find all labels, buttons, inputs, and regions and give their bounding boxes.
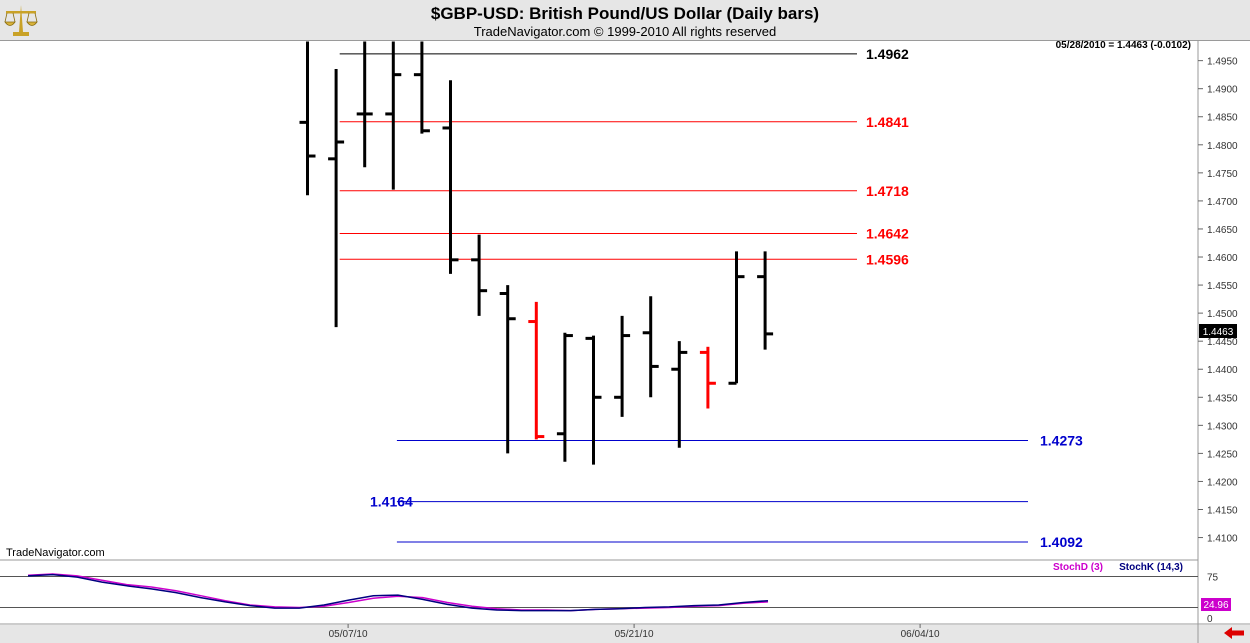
- stoch-value-badge: [1201, 598, 1231, 611]
- y-tick-label: 1.4800: [1207, 141, 1238, 152]
- level-label: 1.4596: [866, 251, 909, 267]
- x-tick-label: 05/07/10: [329, 629, 368, 640]
- support-resistance-levels: 1.4962 1.4841 1.4718 1.4642 1.4596 1.4273 1.41…: [339, 46, 1083, 550]
- y-tick-label: 1.4950: [1207, 57, 1238, 68]
- y-tick-label: 1.4400: [1207, 365, 1238, 376]
- last-price-label: 1.4463: [1203, 327, 1234, 338]
- chart-header: $GBP-USD: British Pound/US Dollar (Daily…: [0, 0, 1250, 41]
- stochastic-panel: 75 0: [0, 573, 1219, 625]
- stoch-tick-label: 0: [1207, 614, 1213, 625]
- y-tick-label: 1.4100: [1207, 534, 1238, 545]
- copyright-subtitle: TradeNavigator.com © 1999-2010 All right…: [473, 24, 777, 39]
- level-label: 1.4841: [866, 114, 909, 130]
- stoch-d-line: [27, 573, 769, 612]
- back-arrow-icon[interactable]: [1222, 626, 1246, 640]
- stoch-k-line: [27, 573, 769, 612]
- date-axis: 05/07/10 05/21/10 06/04/10: [329, 624, 940, 640]
- y-tick-label: 1.4200: [1207, 477, 1238, 488]
- level-label: 1.4273: [1040, 432, 1083, 448]
- level-label: 1.4092: [1040, 534, 1083, 550]
- level-label: 1.4642: [866, 225, 909, 241]
- stoch-tick-label: 75: [1207, 573, 1219, 584]
- stoch-k-legend: StochK (14,3): [1119, 562, 1183, 573]
- level-label: 1.4962: [866, 46, 909, 62]
- y-tick-label: 1.4600: [1207, 253, 1238, 264]
- y-tick-label: 1.4500: [1207, 309, 1238, 320]
- y-tick-label: 1.4150: [1207, 506, 1238, 517]
- chart-title: $GBP-USD: British Pound/US Dollar (Daily…: [430, 4, 820, 23]
- y-tick-label: 1.4900: [1207, 85, 1238, 96]
- y-tick-label: 1.4300: [1207, 421, 1238, 432]
- stoch-d-legend: StochD (3): [1053, 562, 1103, 573]
- y-tick-label: 1.4550: [1207, 281, 1238, 292]
- x-tick-label: 06/04/10: [901, 629, 940, 640]
- level-label: 1.4718: [866, 183, 909, 199]
- y-tick-label: 1.4700: [1207, 197, 1238, 208]
- scale-logo-icon[interactable]: [2, 2, 40, 40]
- watermark-label: TradeNavigator.com: [6, 547, 105, 559]
- y-tick-label: 1.4850: [1207, 113, 1238, 124]
- y-tick-label: 1.4250: [1207, 449, 1238, 460]
- price-axis: 1.4950 1.4900 1.4850 1.4800 1.4750 1.4700 1.46…: [1198, 57, 1238, 545]
- y-tick-label: 1.4350: [1207, 393, 1238, 404]
- stoch-value-label: 24.96: [1203, 600, 1228, 611]
- y-tick-label: 1.4450: [1207, 337, 1238, 348]
- last-price-badge: [1199, 324, 1237, 338]
- price-readout: 05/28/2010 = 1.4463 (-0.0102): [1056, 40, 1191, 51]
- level-label: 1.4164: [370, 494, 413, 510]
- x-tick-label: 05/21/10: [615, 629, 654, 640]
- y-tick-label: 1.4750: [1207, 169, 1238, 180]
- y-tick-label: 1.4650: [1207, 225, 1238, 236]
- price-bars: [299, 41, 774, 465]
